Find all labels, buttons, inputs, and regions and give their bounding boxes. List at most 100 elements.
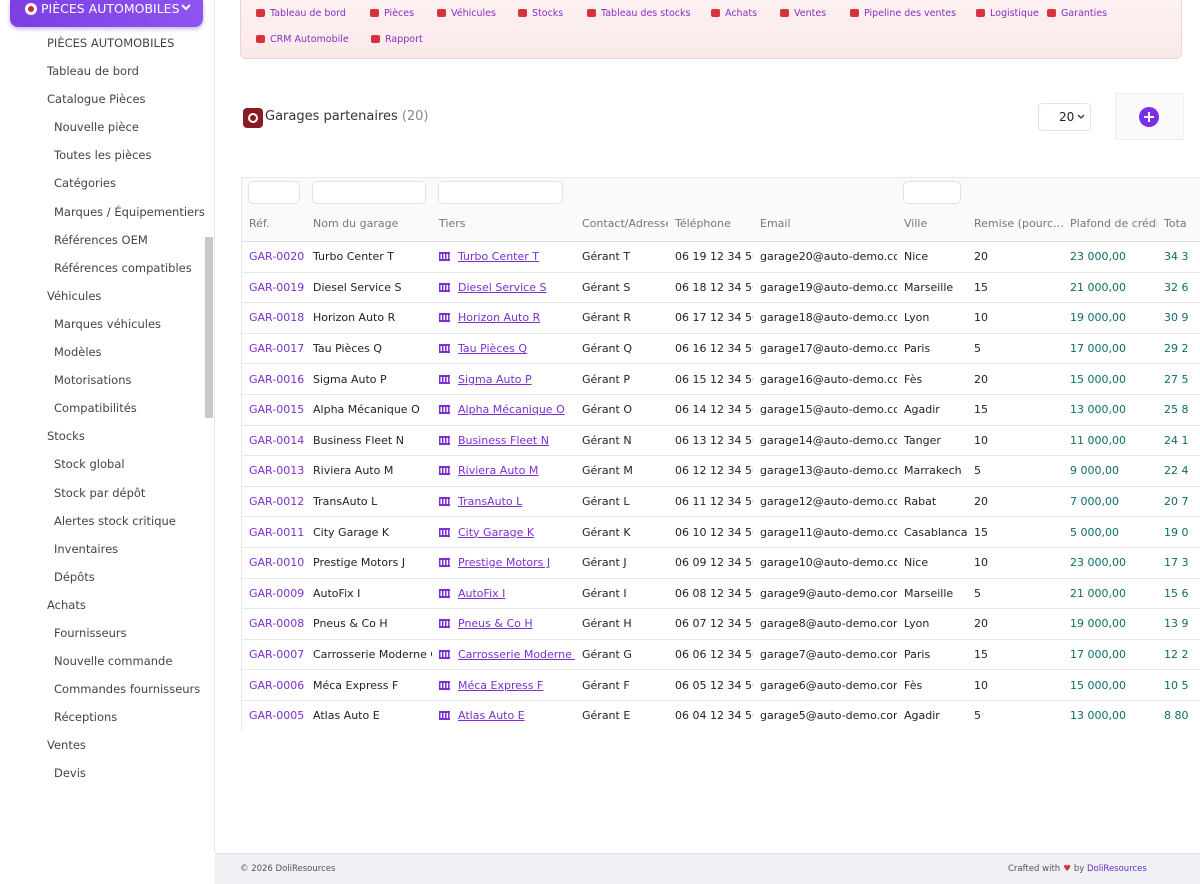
column-header[interactable]: Contact/Adresse <box>575 206 668 242</box>
ref-link[interactable]: GAR-0019 <box>242 272 306 304</box>
table-row: GAR-0016 Sigma Auto P Sigma Auto P Gérant P… <box>242 363 1200 395</box>
tiers-link[interactable]: Carrosserie Moderne G <box>458 648 575 662</box>
tiers-link[interactable]: TransAuto L <box>458 495 523 509</box>
menu-item[interactable]: Réceptions <box>54 710 118 725</box>
ref-link[interactable]: GAR-0005 <box>242 700 306 731</box>
ref-link[interactable]: GAR-0017 <box>242 333 306 365</box>
column-header[interactable]: Nom du garage <box>306 206 432 242</box>
ref-link[interactable]: GAR-0018 <box>242 302 306 334</box>
ref-link[interactable]: GAR-0012 <box>242 486 306 518</box>
menu-item[interactable]: Nouvelle commande <box>54 654 173 669</box>
filter-input[interactable] <box>248 181 300 204</box>
cell: Gérant I <box>575 578 668 610</box>
tiers-link[interactable]: Horizon Auto R <box>458 311 541 325</box>
ref-link[interactable]: GAR-0011 <box>242 516 306 548</box>
column-header[interactable]: Plafond de crédit <box>1063 206 1157 242</box>
tiers-link[interactable]: Business Fleet N <box>458 433 549 447</box>
column-header[interactable]: Remise (pourc… <box>967 206 1063 242</box>
menu-item[interactable]: Nouvelle pièce <box>54 120 139 135</box>
bank-icon <box>439 558 450 568</box>
menu-item[interactable]: Commandes fournisseurs <box>54 682 201 697</box>
menu-section[interactable]: Ventes <box>47 738 86 753</box>
cell: 13 000,00 <box>1063 700 1157 731</box>
ref-link[interactable]: GAR-0015 <box>242 394 306 426</box>
tiers-link[interactable]: Méca Express F <box>458 678 544 692</box>
module-button[interactable]: PIÈCES AUTOMOBILES <box>10 0 203 27</box>
nav-item[interactable]: Tableau de bord <box>256 8 346 19</box>
nav-item[interactable]: Véhicules <box>437 8 496 19</box>
menu-item[interactable]: Devis <box>54 766 86 781</box>
tiers-link[interactable]: Riviera Auto M <box>458 464 539 478</box>
nav-item[interactable]: Pièces <box>370 8 414 19</box>
filter-input[interactable] <box>312 181 426 204</box>
table-row: GAR-0010 Prestige Motors J Prestige Motors… <box>242 547 1200 579</box>
cell: Tanger <box>897 425 967 457</box>
tiers-link[interactable]: Prestige Motors J <box>458 556 551 570</box>
menu-section[interactable]: Tableau de bord <box>47 64 139 79</box>
menu-item[interactable]: Compatibilités <box>54 401 137 416</box>
nav-item[interactable]: Achats <box>711 8 757 19</box>
column-header[interactable]: Tiers <box>432 206 575 242</box>
menu-item[interactable]: Alertes stock critique <box>54 513 176 528</box>
tiers-link[interactable]: AutoFix I <box>458 586 506 600</box>
nav-item[interactable]: Garanties <box>1047 8 1107 19</box>
column-header[interactable]: Réf. <box>242 206 306 242</box>
nav-icon <box>437 9 446 17</box>
menu-item[interactable]: Marques / Équipementiers <box>54 204 205 219</box>
ref-link[interactable]: GAR-0013 <box>242 455 306 487</box>
menu-section[interactable]: PIÈCES AUTOMOBILES <box>47 36 175 50</box>
nav-item[interactable]: Rapport <box>371 34 423 45</box>
filter-input[interactable] <box>438 181 563 204</box>
ref-link[interactable]: GAR-0008 <box>242 608 306 640</box>
menu-section[interactable]: Véhicules <box>47 288 102 303</box>
filter-input[interactable] <box>903 181 961 204</box>
brand-link[interactable]: DoliResources <box>1086 864 1147 874</box>
menu-item[interactable]: Références compatibles <box>54 260 192 275</box>
ref-link[interactable]: GAR-0020 <box>242 241 306 273</box>
tiers-link[interactable]: Pneus & Co H <box>458 617 533 631</box>
nav-item[interactable]: CRM Automobile <box>256 34 349 45</box>
tiers-link[interactable]: Tau Pièces Q <box>458 342 528 356</box>
cell: TransAuto L <box>432 486 575 518</box>
ref-link[interactable]: GAR-0007 <box>242 639 306 671</box>
tiers-link[interactable]: Turbo Center T <box>458 250 539 264</box>
nav-item[interactable]: Tableau des stocks <box>587 8 690 19</box>
cell: Gérant P <box>575 363 668 395</box>
ref-link[interactable]: GAR-0014 <box>242 425 306 457</box>
menu-item[interactable]: Fournisseurs <box>54 625 127 640</box>
menu-item[interactable]: Motorisations <box>54 373 132 388</box>
column-header[interactable]: Ville <box>897 206 967 242</box>
menu-item[interactable]: Stock par dépôt <box>54 485 146 500</box>
menu-section[interactable]: Achats <box>47 597 86 612</box>
menu-item[interactable]: Catégories <box>54 176 116 191</box>
ref-link[interactable]: GAR-0016 <box>242 363 306 395</box>
nav-item[interactable]: Ventes <box>780 8 826 19</box>
ref-link[interactable]: GAR-0006 <box>242 669 306 701</box>
menu-item[interactable]: Dépôts <box>54 569 95 584</box>
title-icon <box>243 108 263 128</box>
tiers-link[interactable]: Alpha Mécanique O <box>458 403 565 417</box>
column-header[interactable]: Email <box>753 206 897 242</box>
ref-link[interactable]: GAR-0009 <box>242 578 306 610</box>
tiers-link[interactable]: Diesel Service S <box>458 280 547 294</box>
nav-item[interactable]: Stocks <box>518 8 563 19</box>
menu-section[interactable]: Stocks <box>47 429 85 444</box>
menu-section[interactable]: Catalogue Pièces <box>47 92 146 107</box>
page-size-select[interactable]: 20 <box>1038 103 1091 131</box>
tiers-link[interactable]: Atlas Auto E <box>458 709 525 723</box>
menu-item[interactable]: Stock global <box>54 457 125 472</box>
column-header[interactable]: Tota <box>1157 206 1200 242</box>
ref-link[interactable]: GAR-0010 <box>242 547 306 579</box>
tiers-link[interactable]: City Garage K <box>458 525 535 539</box>
nav-item[interactable]: Pipeline des ventes <box>850 8 956 19</box>
menu-item[interactable]: Toutes les pièces <box>54 148 152 163</box>
tiers-link[interactable]: Sigma Auto P <box>458 372 532 386</box>
add-button[interactable] <box>1115 93 1184 140</box>
column-header[interactable]: Téléphone <box>668 206 753 242</box>
menu-item[interactable]: Inventaires <box>54 541 119 556</box>
table-row: GAR-0019 Diesel Service S Diesel Service S… <box>242 272 1200 304</box>
menu-item[interactable]: Marques véhicules <box>54 316 162 331</box>
menu-item[interactable]: Références OEM <box>54 232 148 247</box>
menu-item[interactable]: Modèles <box>54 345 102 360</box>
nav-item[interactable]: Logistique <box>976 8 1039 19</box>
